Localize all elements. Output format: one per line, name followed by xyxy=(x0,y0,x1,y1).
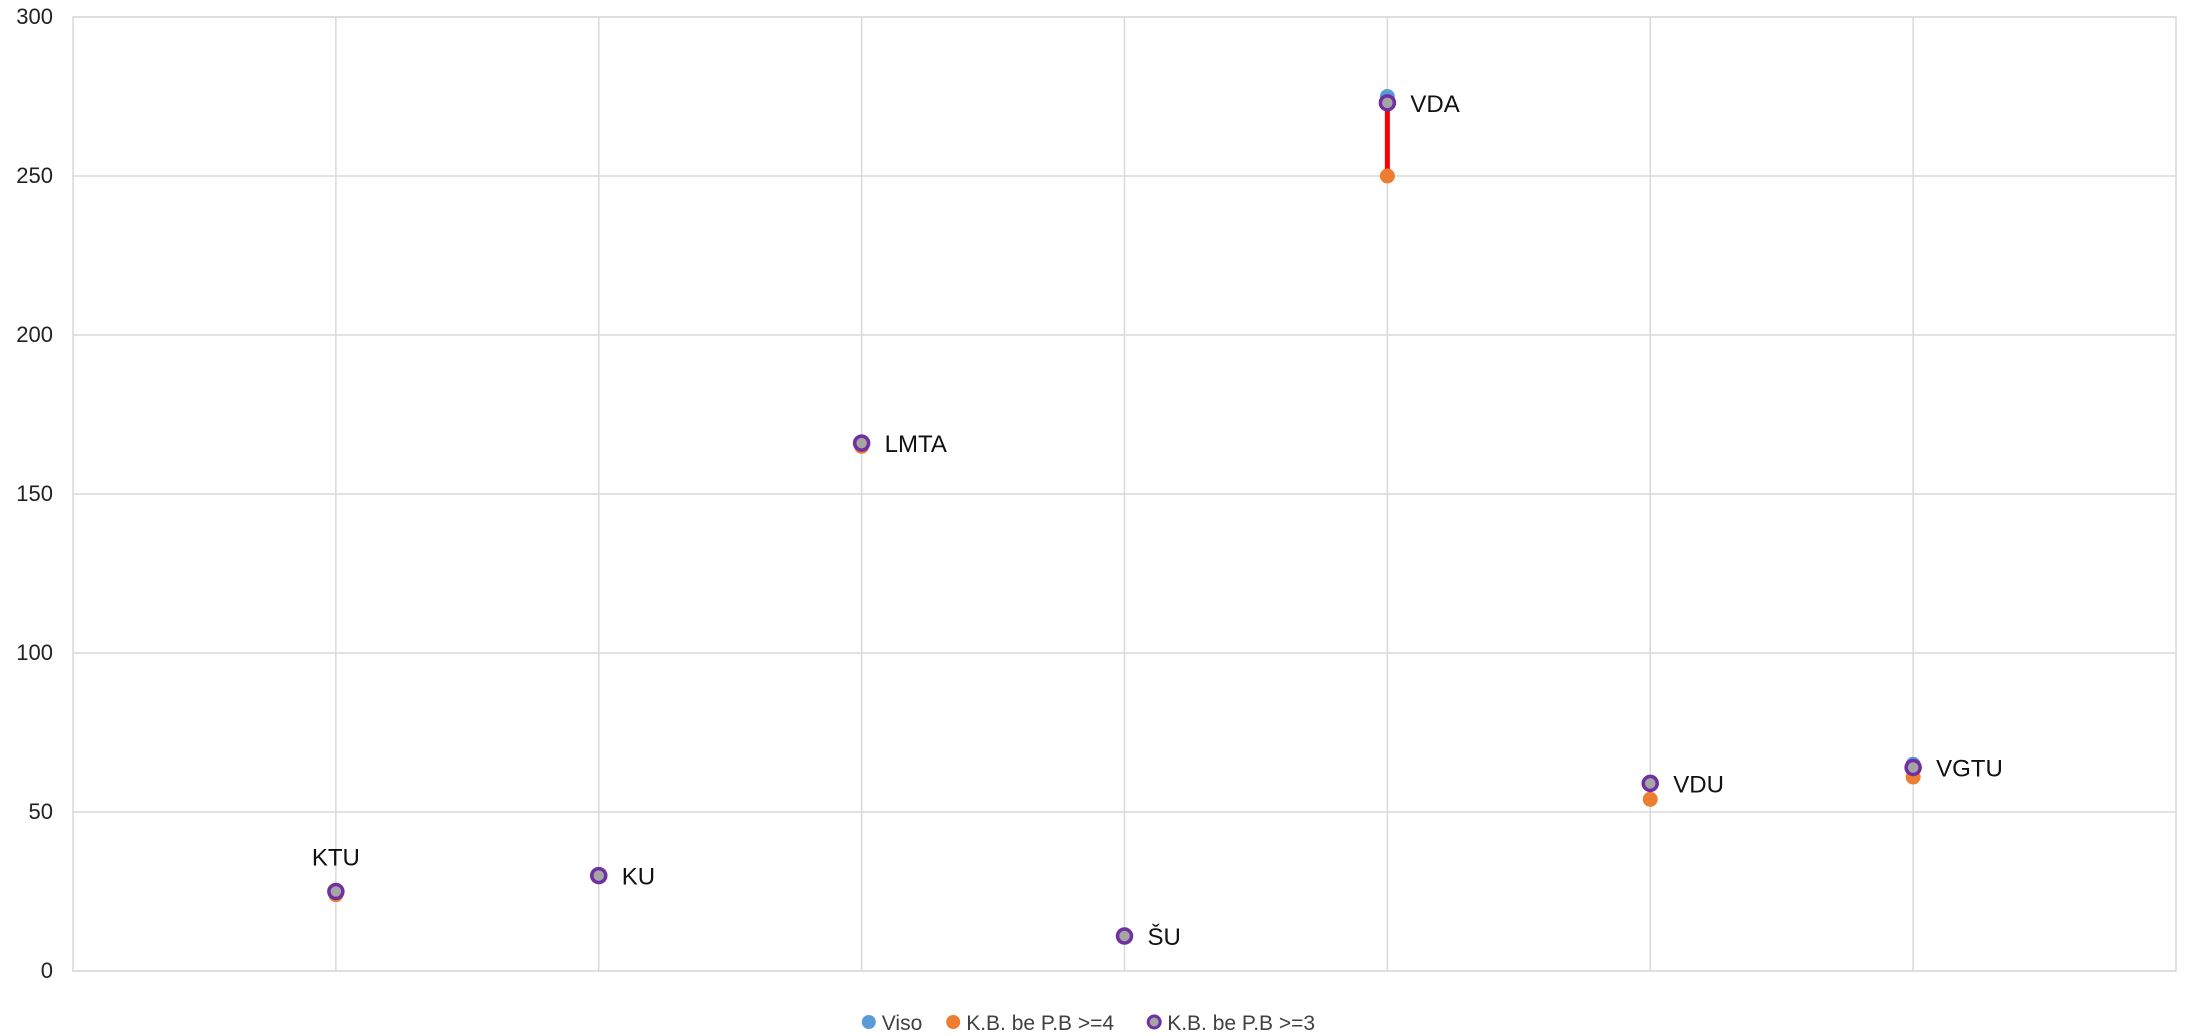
legend-label: Viso xyxy=(882,1012,922,1035)
point-label: VGTU xyxy=(1936,755,2003,782)
point-kb-ge3 xyxy=(1378,94,1397,112)
gridlines xyxy=(72,16,2177,972)
point-labels: KTU KU LMTA ŠU VDA VDU VGTU xyxy=(312,91,2003,951)
point-kb-ge3 xyxy=(1641,774,1659,793)
y-tick-label: 150 xyxy=(16,481,53,506)
data-points xyxy=(327,89,1922,945)
point-label: ŠU xyxy=(1148,923,1181,951)
legend-item: K.B. be P.B >=3 xyxy=(1146,1012,1315,1035)
y-tick-label: 50 xyxy=(29,799,53,824)
point-kb-ge3 xyxy=(1904,758,1922,777)
point-kb-ge4 xyxy=(1379,168,1395,184)
legend: Viso K.B. be P.B >=4 K.B. be P.B >=3 xyxy=(861,1012,1315,1035)
point-kb-ge3 xyxy=(590,866,608,885)
legend-label: K.B. be P.B >=4 xyxy=(966,1012,1114,1035)
legend-marker xyxy=(1146,1014,1162,1030)
legend-item: K.B. be P.B >=4 xyxy=(946,1012,1114,1035)
point-kb-ge4 xyxy=(1642,791,1658,807)
point-label: KU xyxy=(622,864,655,891)
point-label: KTU xyxy=(312,845,360,872)
legend-marker xyxy=(946,1015,961,1029)
legend-marker xyxy=(861,1015,876,1029)
point-label: VDU xyxy=(1673,771,1724,798)
legend-item: Viso xyxy=(861,1012,922,1035)
point-kb-ge3 xyxy=(1115,927,1134,945)
point-label: LMTA xyxy=(885,431,947,458)
y-tick-label: 200 xyxy=(16,322,53,347)
y-tick-label: 300 xyxy=(16,4,53,29)
y-tick-label: 250 xyxy=(16,163,53,188)
legend-label: K.B. be P.B >=3 xyxy=(1167,1012,1315,1035)
point-label: VDA xyxy=(1410,91,1459,118)
y-tick-label: 0 xyxy=(41,958,53,983)
point-kb-ge3 xyxy=(327,882,345,901)
y-axis: 0 50 100 150 200 250 300 xyxy=(16,4,53,983)
point-kb-ge3 xyxy=(852,434,871,452)
y-tick-label: 100 xyxy=(16,640,53,665)
